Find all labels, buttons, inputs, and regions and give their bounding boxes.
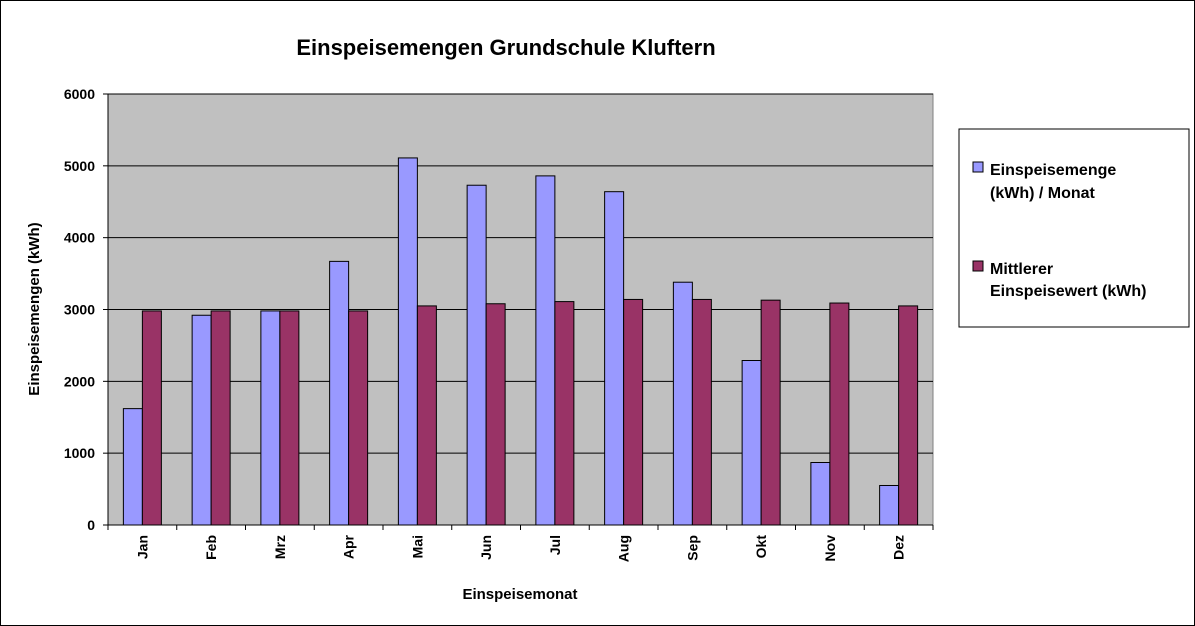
bar-series0-feb [191,314,212,526]
bar-series0-dez [879,484,900,526]
y-tick-label-4000: 4000 [64,230,95,246]
bar-series1-nov [829,302,850,526]
y-axis-ticks: 0 1000 2000 3000 4000 5000 6000 [64,86,108,533]
y-tick-label-2000: 2000 [64,373,95,389]
bar-series0-mai [397,157,418,526]
legend-label-einspeisemenge-line1: Einspeisemenge [990,162,1116,179]
legend-swatch-einspeisemenge [972,161,984,173]
y-tick-label-3000: 3000 [64,302,95,318]
bar-series1-aug [623,298,644,526]
x-tick-label-nov: Nov [822,535,838,562]
bar-series0-okt [741,360,762,526]
x-tick-label-okt: Okt [753,535,769,559]
x-tick-label-jul: Jul [547,535,563,555]
bar-series1-okt [760,299,781,526]
bar-series1-dez [898,305,919,526]
bar-series0-jun [466,184,487,526]
bar-series0-nov [810,462,831,526]
y-tick-label-6000: 6000 [64,86,95,102]
legend-box [958,128,1190,328]
grid-lines [108,93,933,454]
bar-series1-apr [348,310,369,526]
bar-series0-jul [535,175,556,526]
bar-series1-jul [554,301,575,526]
x-tick-label-apr: Apr [341,534,357,559]
bar-series0-aug [604,191,625,526]
x-tick-label-feb: Feb [203,535,219,560]
y-axis-label: Einspeisemengen (kWh) [26,222,43,395]
y-tick-label-0: 0 [87,517,95,533]
bar-series0-jan [122,408,143,526]
legend-label-mittlerer-line1: Mittlerer [990,261,1053,278]
x-axis-ticks: Jan Feb Mrz Apr Mai Jun Jul Aug Sep Okt Nov Dez [107,525,934,562]
legend-swatch-mittlerer [972,260,984,272]
legend-label-einspeisemenge-line2: (kWh) / Monat [990,185,1096,202]
chart-title: Einspeisemengen Grundschule Kluftern [296,35,715,60]
bar-series1-jan [141,310,162,526]
bar-series0-sep [672,281,693,526]
bar-series1-feb [210,310,231,526]
x-tick-label-sep: Sep [684,535,700,561]
x-tick-label-mai: Mai [409,535,425,558]
x-axis-label: Einspeisemonat [462,586,577,603]
bar-series1-sep [691,298,712,526]
y-tick-label-1000: 1000 [64,445,95,461]
x-tick-label-mrz: Mrz [272,535,288,559]
bar-series1-mrz [279,310,300,526]
x-tick-label-dez: Dez [891,535,907,560]
bar-series0-apr [329,260,350,526]
bar-series1-jun [485,303,506,526]
x-tick-label-jun: Jun [478,535,494,560]
y-tick-label-5000: 5000 [64,158,95,174]
legend: Einspeisemenge (kWh) / Monat Mittlerer E… [958,128,1190,328]
bar-series1-mai [416,305,437,526]
bar-series0-mrz [260,310,281,526]
bars [122,157,919,526]
x-tick-label-jan: Jan [134,535,150,559]
x-tick-label-aug: Aug [616,535,632,562]
legend-label-mittlerer-line2: Einspeisewert (kWh) [990,283,1146,300]
